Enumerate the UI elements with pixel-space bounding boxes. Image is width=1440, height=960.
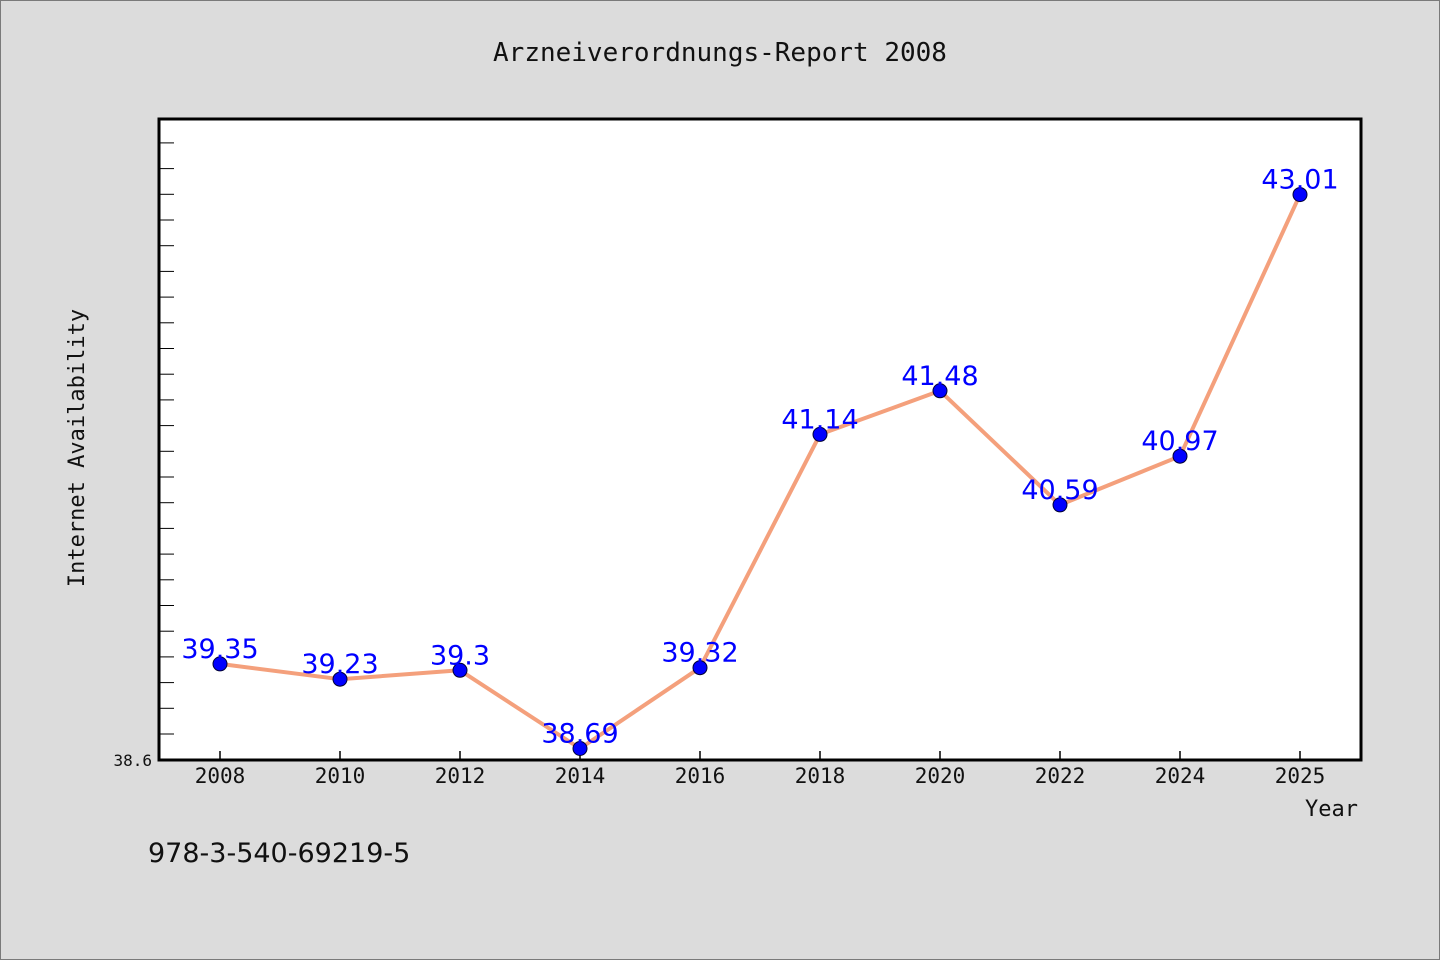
data-label: 41.48 (901, 361, 978, 392)
chart-title: Arzneiverordnungs-Report 2008 (493, 38, 947, 68)
data-point (1172, 448, 1188, 464)
data-point (452, 662, 468, 678)
x-axis-label: Year (1305, 797, 1358, 822)
y-axis-label: Internet Availability (65, 309, 90, 587)
data-label: 39.3 (430, 640, 490, 671)
data-label: 43.01 (1261, 165, 1338, 196)
data-label: 38.69 (541, 719, 618, 750)
data-label: 40.59 (1021, 475, 1098, 506)
x-tick-label: 2014 (555, 764, 606, 788)
plot-area (157, 117, 1363, 762)
x-tick-label: 2012 (435, 764, 486, 788)
series-line (218, 192, 1302, 751)
data-points (212, 187, 1308, 756)
x-tick-label: 2008 (195, 764, 246, 788)
y-minor-ticks (159, 142, 174, 735)
x-tick-label: 2018 (795, 764, 846, 788)
footer-isbn: 978-3-540-69219-5 (148, 838, 410, 869)
x-tick-label: 2016 (675, 764, 726, 788)
data-point (1292, 187, 1308, 203)
x-tick-label: 2024 (1155, 764, 1206, 788)
y-tick-label: 38.6 (113, 751, 152, 770)
data-label: 39.32 (661, 638, 738, 669)
data-label: 40.97 (1141, 426, 1218, 457)
data-point (572, 741, 588, 756)
x-tick-label: 2025 (1275, 764, 1326, 788)
data-label: 41.14 (781, 404, 858, 435)
x-tick-label: 2010 (315, 764, 366, 788)
data-labels: 39.35 39.23 39.3 38.69 39.32 41.14 41.48 40.59 4… (181, 165, 1338, 750)
data-point (212, 656, 228, 672)
data-point (812, 426, 828, 442)
x-axis-tick-labels: 2008 2010 2012 2014 2016 2018 2020 2022 2024 2025 (195, 764, 1326, 788)
data-point (1052, 497, 1068, 513)
data-point (332, 671, 348, 687)
data-point (692, 660, 708, 676)
data-label: 39.23 (301, 649, 378, 680)
data-label: 39.35 (181, 634, 258, 665)
x-tick-label: 2022 (1035, 764, 1086, 788)
data-point (932, 383, 948, 399)
x-tick-label: 2020 (915, 764, 966, 788)
